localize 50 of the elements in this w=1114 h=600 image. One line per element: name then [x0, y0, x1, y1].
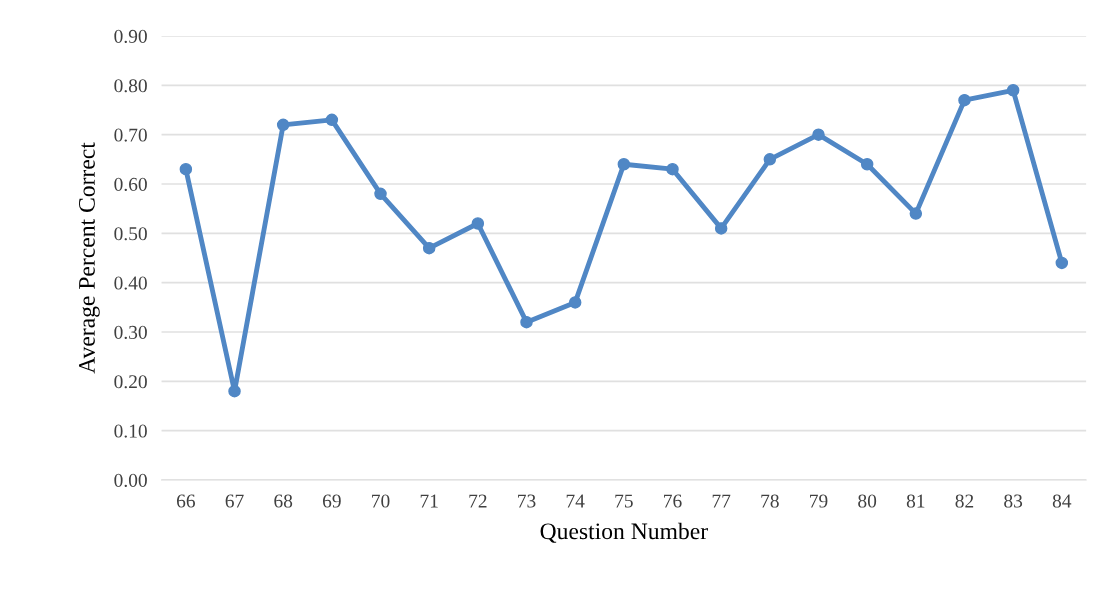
y-tick-label: 0.10: [114, 424, 147, 438]
point: [860, 158, 874, 171]
point: [325, 113, 339, 127]
y-tick-label: 0.50: [114, 227, 147, 241]
point: [812, 128, 825, 141]
point: [422, 241, 436, 255]
x-tick-label: 71: [420, 494, 438, 508]
point: [276, 118, 290, 132]
x-tick-label: 84: [1052, 494, 1072, 508]
point: [1055, 256, 1069, 270]
y-tick-label: 0.80: [114, 79, 147, 93]
y-tick-label: 0.70: [114, 128, 147, 142]
x-tick-label: 77: [712, 494, 731, 508]
y-tick-label: 0.60: [114, 177, 147, 192]
point: [471, 217, 485, 230]
point: [374, 187, 387, 201]
x-tick-label: 68: [274, 494, 293, 508]
point: [179, 162, 193, 176]
y-tick-label: 0.20: [114, 375, 147, 389]
x-tick-label: 75: [615, 494, 633, 508]
point: [228, 384, 241, 398]
point: [1006, 84, 1020, 97]
x-tick-label: 67: [225, 494, 244, 508]
y-axis-title: Average Percent Correct: [78, 142, 100, 374]
x-tick-label: 73: [518, 494, 536, 508]
y-tick-label: 0.00: [114, 473, 147, 488]
x-tick-label: 83: [1004, 494, 1023, 508]
point: [520, 315, 533, 329]
x-tick-label: 70: [372, 494, 390, 508]
point: [958, 93, 971, 107]
y-tick-label: 0.40: [114, 276, 147, 290]
x-tick-label: 76: [664, 494, 682, 508]
point: [763, 153, 777, 166]
point: [568, 296, 582, 309]
x-tick-label: 82: [955, 494, 974, 508]
x-axis-title: Question Number: [540, 522, 708, 543]
point: [909, 207, 923, 220]
x-tick-label: 66: [176, 494, 195, 508]
point: [666, 162, 679, 176]
point: [617, 158, 631, 171]
x-tick-label: 74: [566, 494, 585, 508]
point: [714, 222, 728, 235]
x-tick-label: 81: [906, 494, 925, 508]
y-tick-label: 0.30: [114, 325, 147, 340]
x-tick-label: 69: [322, 494, 341, 508]
x-tick-label: 79: [810, 494, 828, 508]
x-tick-label: 80: [858, 494, 877, 508]
x-tick-label: 78: [761, 494, 779, 508]
y-tick-label: 0.90: [114, 29, 147, 44]
x-tick-label: 72: [469, 494, 487, 508]
